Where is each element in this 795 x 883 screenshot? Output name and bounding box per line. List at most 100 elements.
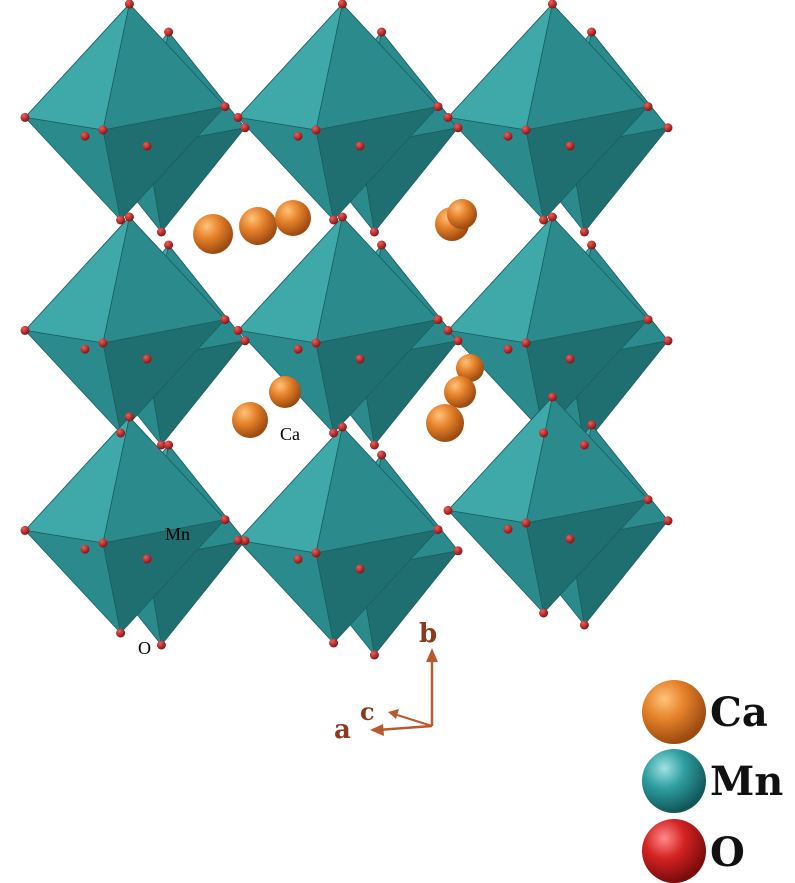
mn-octahedron: [447, 396, 649, 614]
oxygen-atom: [587, 420, 597, 430]
axis-label-a: a: [334, 715, 351, 745]
oxygen-atom: [293, 131, 303, 141]
oxygen-atom: [547, 392, 557, 402]
oxygen-atom: [20, 112, 30, 122]
oxygen-atom: [156, 640, 166, 650]
calcium-atom: [269, 376, 301, 408]
calcium-atom: [456, 354, 484, 382]
o-atom-label: O: [138, 638, 151, 658]
oxygen-atom: [377, 450, 387, 460]
calcium-atom: [193, 214, 233, 254]
calcium-atom: [426, 404, 464, 442]
oxygen-atom: [124, 212, 134, 222]
oxygen-atom: [663, 516, 673, 526]
oxygen-atom: [539, 215, 549, 225]
oxygen-atom: [293, 344, 303, 354]
oxygen-atom: [233, 325, 243, 335]
oxygen-atom: [521, 518, 531, 528]
oxygen-atom: [587, 27, 597, 37]
legend-mn-label: Mn: [710, 758, 783, 805]
mn-octahedron: [237, 216, 439, 434]
oxygen-atom: [453, 123, 463, 133]
oxygen-atom: [643, 102, 653, 112]
oxygen-atom: [547, 0, 557, 9]
oxygen-atom: [663, 336, 673, 346]
legend-mn-swatch: [642, 749, 706, 813]
oxygen-atom: [142, 354, 152, 364]
oxygen-atom: [142, 141, 152, 151]
oxygen-atom: [355, 354, 365, 364]
oxygen-atom: [369, 440, 379, 450]
oxygen-atom: [116, 628, 126, 638]
oxygen-atom: [443, 325, 453, 335]
oxygen-atom: [503, 344, 513, 354]
oxygen-atom: [539, 428, 549, 438]
oxygen-atom: [164, 440, 174, 450]
oxygen-atom: [116, 215, 126, 225]
legend-ca-label: Ca: [710, 689, 768, 736]
calcium-atoms-layer: [193, 199, 484, 442]
oxygen-atom: [503, 131, 513, 141]
oxygen-atom: [20, 325, 30, 335]
oxygen-atoms-layer: [20, 0, 673, 660]
mn-octahedron: [24, 3, 226, 221]
oxygen-atom: [521, 125, 531, 135]
legend-ca-swatch: [642, 680, 706, 744]
oxygen-atom: [337, 0, 347, 9]
oxygen-atom: [20, 525, 30, 535]
legend: Ca Mn O: [642, 680, 783, 883]
oxygen-atom: [293, 554, 303, 564]
oxygen-atom: [565, 534, 575, 544]
oxygen-atom: [311, 548, 321, 558]
oxygen-atom: [355, 141, 365, 151]
oxygen-atom: [311, 338, 321, 348]
legend-o-swatch: [642, 819, 706, 883]
oxygen-atom: [233, 112, 243, 122]
oxygen-atom: [579, 620, 589, 630]
oxygen-atom: [164, 240, 174, 250]
oxygen-atom: [565, 141, 575, 151]
oxygen-atom: [80, 131, 90, 141]
oxygen-atom: [142, 554, 152, 564]
oxygen-atom: [539, 608, 549, 618]
oxygen-atom: [443, 505, 453, 515]
ca-atom-label: Ca: [280, 424, 300, 444]
oxygen-atom: [220, 515, 230, 525]
oxygen-atom: [377, 240, 387, 250]
oxygen-atom: [80, 544, 90, 554]
oxygen-atom: [547, 212, 557, 222]
oxygen-atom: [98, 538, 108, 548]
calcium-atom: [239, 207, 277, 245]
oxygen-atom: [565, 354, 575, 364]
oxygen-atom: [369, 650, 379, 660]
oxygen-atom: [643, 495, 653, 505]
oxygen-atom: [311, 125, 321, 135]
axis-indicator: b a c: [334, 619, 438, 745]
oxygen-atom: [240, 123, 250, 133]
oxygen-atom: [329, 638, 339, 648]
oxygen-atom: [453, 336, 463, 346]
mn-octahedron: [24, 216, 226, 434]
oxygen-atom: [220, 315, 230, 325]
oxygen-atom: [337, 212, 347, 222]
oxygen-atom: [377, 27, 387, 37]
oxygen-atom: [240, 536, 250, 546]
mn-octahedron: [237, 3, 439, 221]
axis-label-b: b: [419, 619, 437, 649]
oxygen-atom: [663, 123, 673, 133]
oxygen-atom: [156, 227, 166, 237]
oxygen-atom: [369, 227, 379, 237]
mn-octahedron: [447, 3, 649, 221]
calcium-atom: [232, 402, 268, 438]
oxygen-atom: [124, 412, 134, 422]
oxygen-atom: [433, 315, 443, 325]
oxygen-atom: [433, 525, 443, 535]
mn-octahedron: [237, 426, 439, 644]
oxygen-atom: [98, 125, 108, 135]
mn-atom-label: Mn: [165, 524, 190, 544]
oxygen-atom: [453, 546, 463, 556]
oxygen-atom: [156, 440, 166, 450]
oxygen-atom: [329, 428, 339, 438]
oxygen-atom: [587, 240, 597, 250]
